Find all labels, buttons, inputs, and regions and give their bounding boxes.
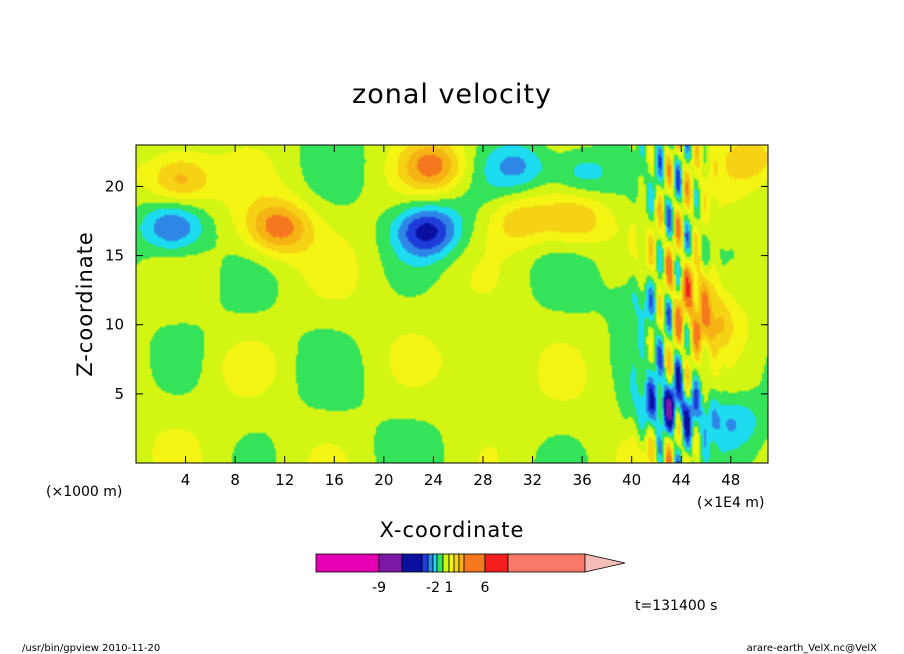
colorbar-label: -9 xyxy=(372,580,386,596)
colorbar-swatch xyxy=(427,553,434,573)
x-axis-label: X-coordinate xyxy=(380,518,525,542)
colorbar-swatch xyxy=(453,553,460,573)
colorbar-label: -2 xyxy=(426,580,440,596)
x-tick-label: 28 xyxy=(473,471,492,489)
time-label: t=131400 s xyxy=(635,598,717,614)
colorbar: -9 -2 1 6 xyxy=(315,553,626,596)
colorbar-swatch xyxy=(378,553,403,573)
colorbar-swatch xyxy=(507,553,586,573)
y-axis: 5 10 15 20 xyxy=(105,177,768,403)
x-axis-unit: (×1E4 m) xyxy=(697,495,764,511)
x-tick-label: 36 xyxy=(573,471,592,489)
colorbar-label: 1 xyxy=(445,580,454,596)
x-tick-label: 44 xyxy=(672,471,691,489)
x-tick-label: 32 xyxy=(523,471,542,489)
zonal-velocity-field xyxy=(136,145,768,463)
x-tick-label: 40 xyxy=(622,471,641,489)
plot-area xyxy=(135,144,769,464)
y-axis-label: Z-coordinate xyxy=(73,231,97,377)
y-tick-label: 5 xyxy=(114,385,124,403)
y-tick-label: 15 xyxy=(105,247,124,265)
colorbar-arrow xyxy=(584,553,626,573)
colorbar-swatch xyxy=(484,553,509,573)
colorbar-swatch xyxy=(436,553,444,573)
colorbar-swatch xyxy=(458,553,465,573)
footer-right: arare-earth_VelX.nc@VelX xyxy=(747,643,878,654)
x-tick-label: 48 xyxy=(721,471,740,489)
y-tick-label: 10 xyxy=(105,316,124,334)
x-tick-label: 24 xyxy=(424,471,443,489)
colorbar-swatch xyxy=(401,553,423,573)
colorbar-swatch xyxy=(432,553,438,573)
x-tick-label: 4 xyxy=(181,471,191,489)
chart-title: zonal velocity xyxy=(352,79,552,110)
y-axis-unit: (×1000 m) xyxy=(46,484,122,500)
colorbar-label: 6 xyxy=(481,580,490,596)
y-tick-label: 20 xyxy=(105,177,124,195)
colorbar-swatch xyxy=(448,553,455,573)
colorbar-swatch xyxy=(442,553,450,573)
colorbar-swatch xyxy=(463,553,486,573)
plot-frame xyxy=(135,144,769,464)
colorbar-swatch xyxy=(421,553,429,573)
x-tick-label: 16 xyxy=(325,471,344,489)
footer-left: /usr/bin/gpview 2010-11-20 xyxy=(22,643,160,654)
x-tick-label: 20 xyxy=(374,471,393,489)
x-axis: 4 8 12 16 20 24 28 32 36 40 44 48 xyxy=(181,145,740,489)
x-tick-label: 8 xyxy=(230,471,240,489)
colorbar-swatch xyxy=(315,553,380,573)
x-tick-label: 12 xyxy=(275,471,294,489)
